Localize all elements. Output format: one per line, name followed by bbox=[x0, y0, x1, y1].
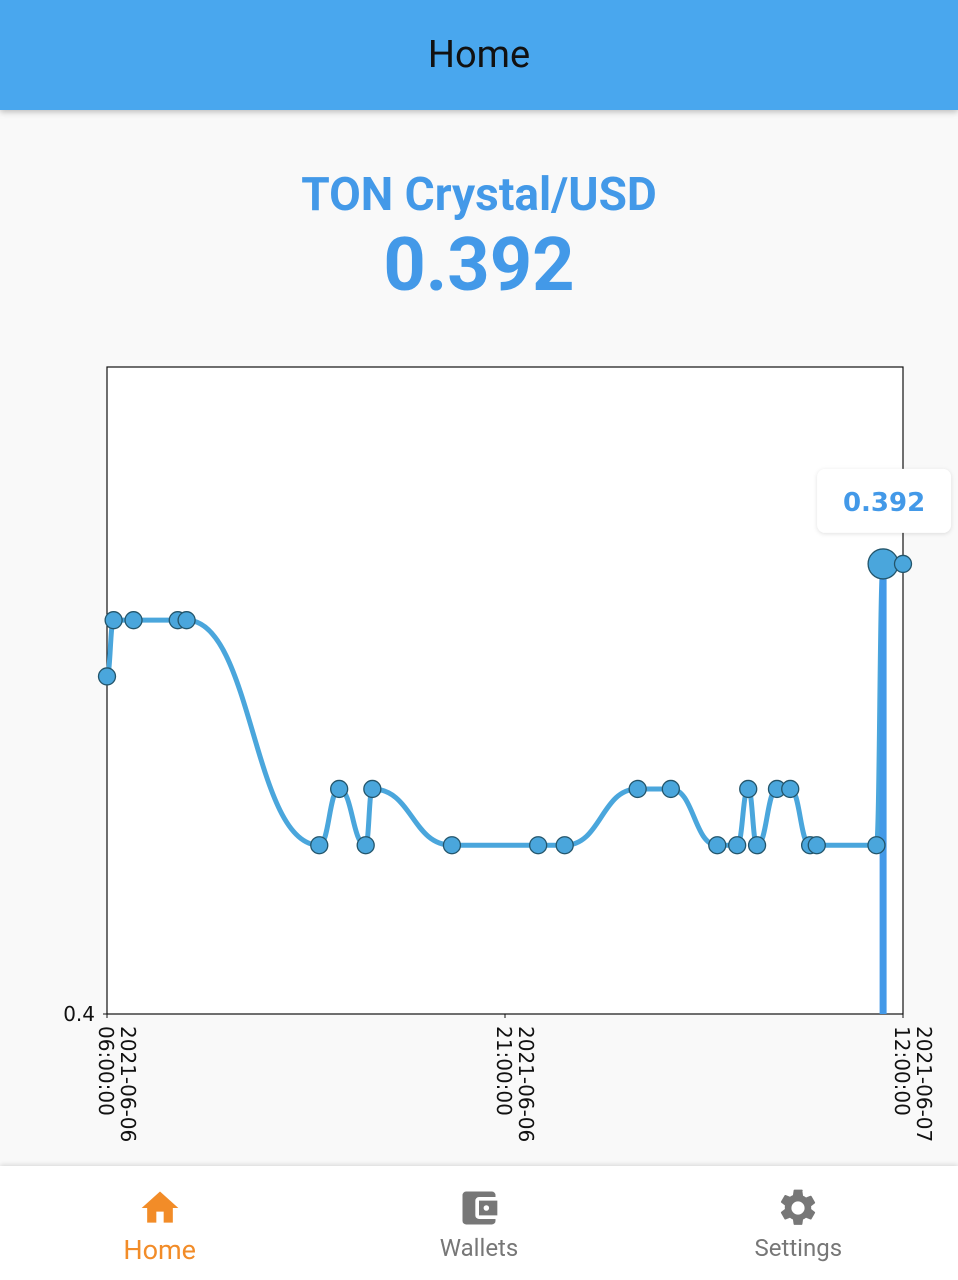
nav-wallets[interactable]: Wallets bbox=[319, 1166, 638, 1280]
data-point bbox=[310, 836, 329, 855]
tooltip-box bbox=[817, 468, 952, 533]
home-icon bbox=[141, 1191, 178, 1223]
data-point bbox=[356, 836, 375, 855]
app-bar: Home bbox=[0, 0, 958, 110]
pair-name: TON Crystal/USD bbox=[301, 168, 657, 222]
data-point bbox=[363, 779, 382, 799]
data-point bbox=[747, 836, 767, 855]
data-point bbox=[807, 836, 826, 855]
data-point bbox=[330, 779, 349, 799]
wallet-icon bbox=[462, 1191, 498, 1225]
nav-settings[interactable]: Settings bbox=[639, 1166, 958, 1280]
data-point bbox=[555, 836, 574, 855]
app-bar-title: Home bbox=[427, 33, 531, 77]
nav-home[interactable]: Home bbox=[0, 1166, 319, 1280]
nav-label: Wallets bbox=[439, 1234, 519, 1262]
settings-icon bbox=[781, 1189, 816, 1225]
x-tick-label: 2021-06-0606:00:00 bbox=[94, 1026, 140, 1142]
data-point bbox=[442, 836, 462, 855]
data-point bbox=[739, 779, 758, 799]
y-tick-label: 0.4 bbox=[63, 1002, 95, 1026]
nav-label: Home bbox=[123, 1234, 196, 1266]
x-tick-label: 2021-06-0712:00:00 bbox=[890, 1026, 936, 1142]
data-point bbox=[781, 779, 800, 799]
current-price: 0.392 bbox=[383, 222, 575, 309]
data-point bbox=[97, 667, 117, 686]
plot-frame bbox=[106, 366, 904, 1015]
data-point bbox=[867, 548, 899, 580]
data-point bbox=[893, 554, 913, 574]
nav-label: Settings bbox=[754, 1234, 843, 1262]
x-tick-label: 2021-06-0621:00:00 bbox=[492, 1026, 538, 1142]
data-point bbox=[867, 836, 886, 855]
data-point bbox=[708, 836, 727, 855]
data-point bbox=[661, 779, 680, 799]
data-point bbox=[104, 611, 123, 630]
data-point bbox=[628, 779, 647, 799]
data-point bbox=[728, 836, 747, 855]
data-point bbox=[124, 611, 143, 630]
tooltip-value: 0.392 bbox=[843, 488, 925, 518]
bottom-nav: Home Wallets Settings bbox=[0, 1166, 958, 1280]
data-point bbox=[529, 836, 548, 855]
data-point bbox=[177, 611, 196, 630]
